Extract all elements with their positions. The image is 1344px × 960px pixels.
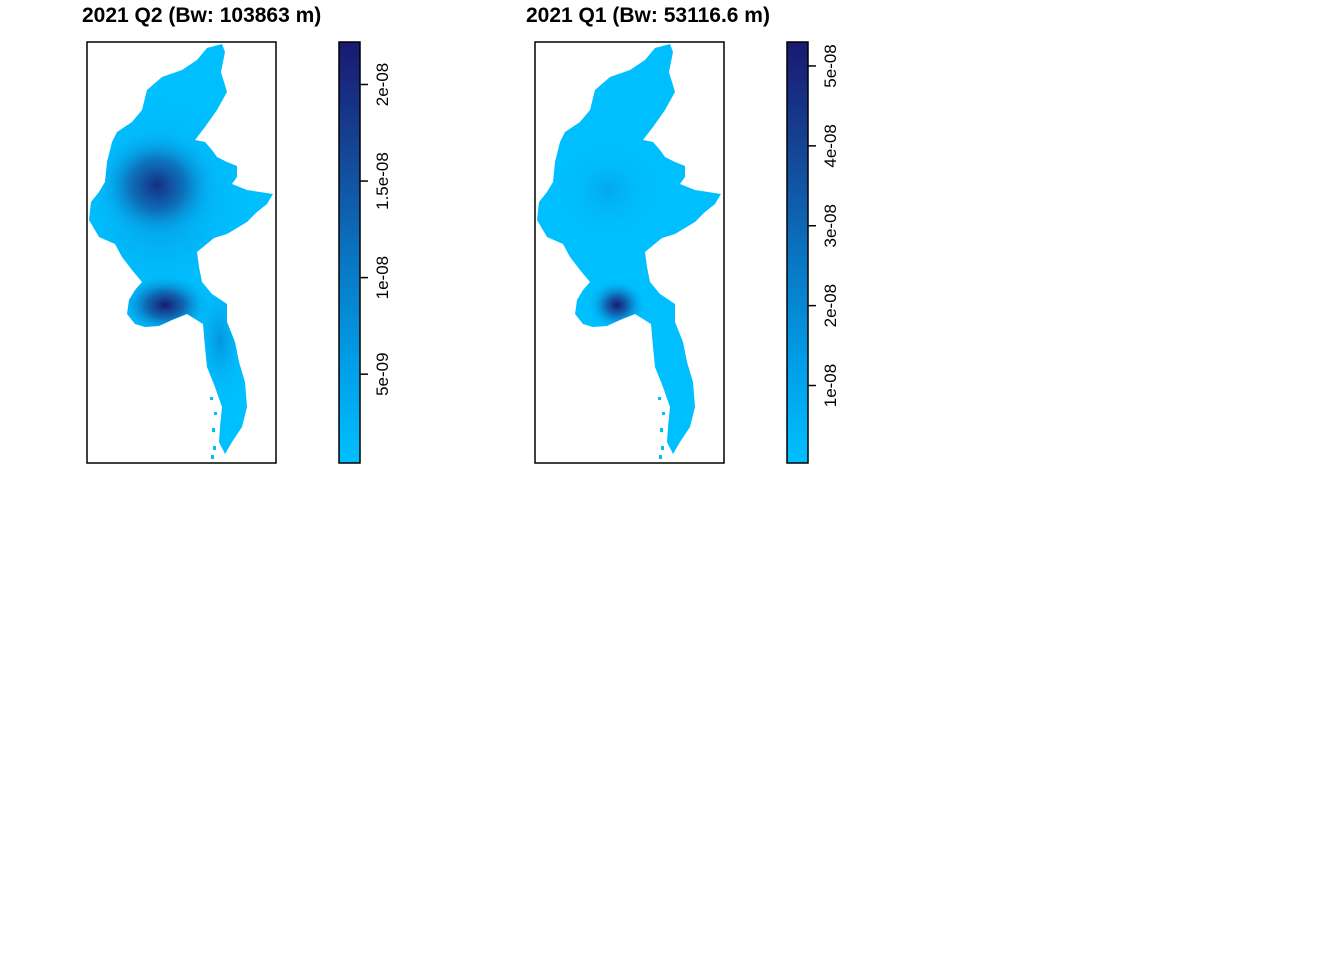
hotspot-irrawaddy-delta: [587, 279, 647, 331]
map-q1: [534, 41, 725, 464]
panel-title-q2: 2021 Q2 (Bw: 103863 m): [82, 4, 321, 27]
hotspot-central-dry-zone: [95, 129, 219, 241]
map-frame-q1: [534, 41, 725, 464]
coastal-islands-q2: [210, 397, 217, 459]
panel-q2: 2021 Q2 (Bw: 103863 m) 5e-09 1e-08 1.5e-08…: [82, 4, 392, 464]
legend-tick-label: 3e-08: [821, 204, 840, 247]
legend-tick-label: 2e-08: [821, 284, 840, 327]
legend-tick-label: 1e-08: [373, 256, 392, 299]
legend-bar-q1: [786, 41, 809, 464]
map-q2: [86, 41, 277, 464]
panel-q1: 2021 Q1 (Bw: 53116.6 m) 1e-08 2e-08 3e-08 4…: [526, 4, 840, 464]
hotspot-central-dry-zone: [553, 140, 663, 240]
legend-ticks-q1: 1e-08 2e-08 3e-08 4e-08 5e-08: [808, 44, 840, 407]
shade-tanintharyi: [190, 270, 250, 410]
legend-q1: 1e-08 2e-08 3e-08 4e-08 5e-08: [786, 41, 840, 464]
map-fill-base: [537, 44, 721, 454]
legend-tick-label: 5e-09: [373, 352, 392, 395]
legend-bar-q2: [338, 41, 361, 464]
legend-tick-label: 4e-08: [821, 124, 840, 167]
legend-q2: 5e-09 1e-08 1.5e-08 2e-08: [338, 41, 392, 464]
legend-tick-label: 5e-08: [821, 44, 840, 87]
coastal-islands-q1: [658, 397, 665, 459]
legend-tick-label: 1.5e-08: [373, 152, 392, 210]
legend-tick-label: 1e-08: [821, 364, 840, 407]
legend-tick-label: 2e-08: [373, 63, 392, 106]
map-frame-q2: [86, 41, 277, 464]
panel-title-q1: 2021 Q1 (Bw: 53116.6 m): [526, 4, 770, 27]
legend-ticks-q2: 5e-09 1e-08 1.5e-08 2e-08: [360, 63, 392, 396]
